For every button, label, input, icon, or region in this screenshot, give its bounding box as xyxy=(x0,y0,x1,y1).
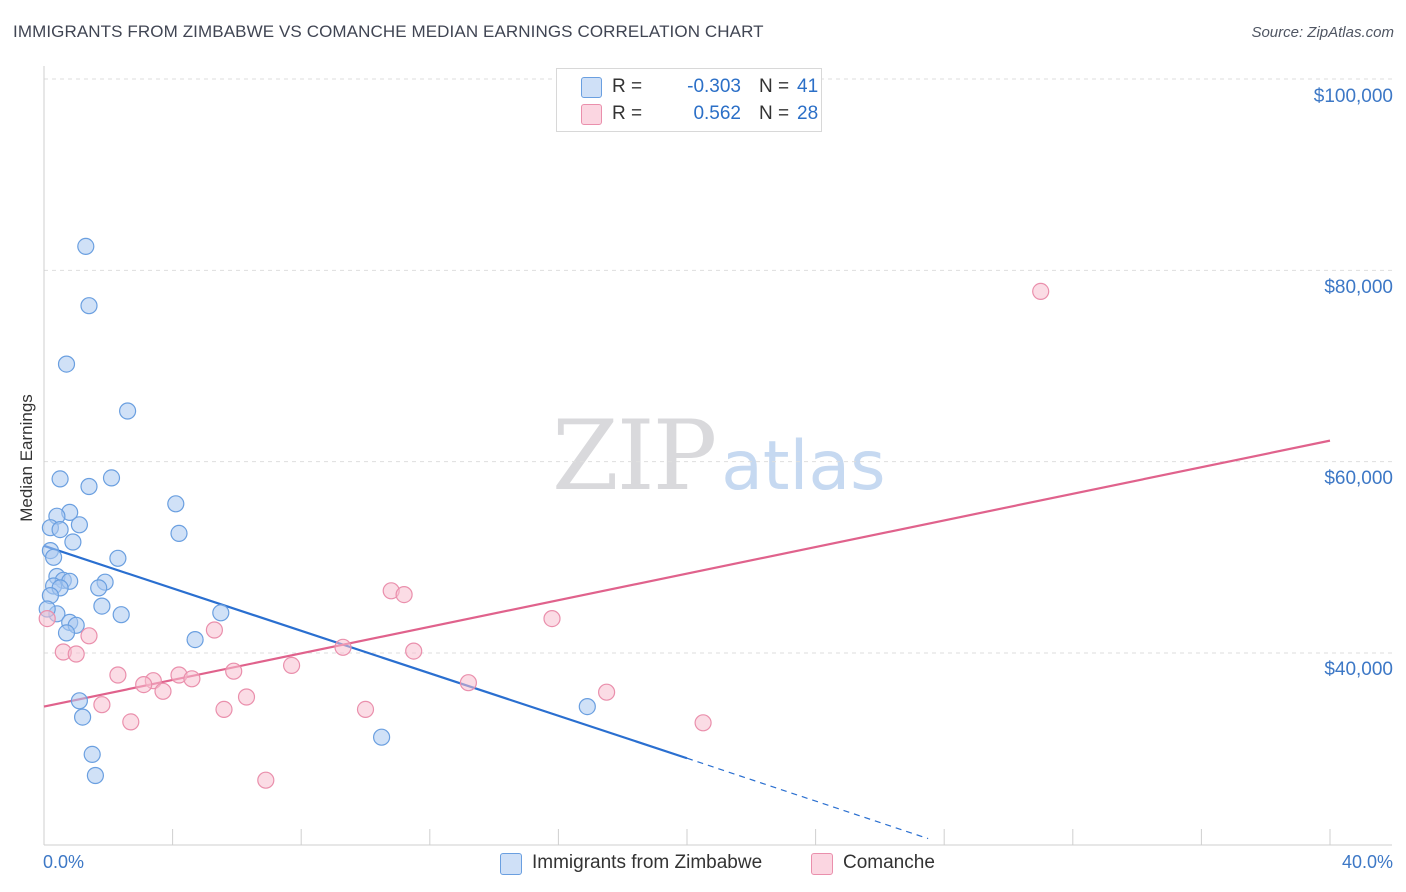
legend-r-label: R = xyxy=(612,103,643,124)
chart-title: IMMIGRANTS FROM ZIMBABWE VS COMANCHE MED… xyxy=(13,22,764,41)
point-comanche-24 xyxy=(356,700,375,719)
y-tick-label-100000: $100,000 xyxy=(1313,86,1393,107)
point-zimbabwe-29 xyxy=(212,604,230,622)
points-layer xyxy=(38,237,1050,789)
point-comanche-21 xyxy=(237,688,256,706)
point-zimbabwe-38 xyxy=(373,728,391,746)
bottom-legend-swatch-comanche xyxy=(811,853,833,875)
point-zimbabwe-24 xyxy=(90,579,108,597)
point-comanche-27 xyxy=(257,771,275,789)
point-comanche-16 xyxy=(183,670,201,688)
point-zimbabwe-16 xyxy=(44,548,63,566)
x-tick-label-max: 40.0% xyxy=(1341,852,1393,872)
point-comanche-17 xyxy=(135,675,153,694)
point-zimbabwe-5 xyxy=(80,477,98,496)
y-tick-label-80000: $80,000 xyxy=(1324,277,1393,298)
bottom-legend-label-zimbabwe: Immigrants from Zimbabwe xyxy=(532,852,763,873)
point-zimbabwe-39 xyxy=(578,697,596,716)
source-label: Source: ZipAtlas.com xyxy=(1251,24,1394,41)
y-tick-label-40000: $40,000 xyxy=(1324,659,1393,680)
point-comanche-26 xyxy=(694,714,712,732)
point-zimbabwe-1 xyxy=(80,297,98,315)
point-zimbabwe-33 xyxy=(186,630,204,649)
trend-line-zimbabwe-extension xyxy=(686,757,929,840)
legend-swatch-zimbabwe xyxy=(581,77,602,98)
bottom-legend-label-comanche: Comanche xyxy=(843,852,935,873)
point-zimbabwe-17 xyxy=(109,549,127,567)
point-comanche-8 xyxy=(405,642,423,660)
point-comanche-5 xyxy=(205,621,223,639)
point-comanche-18 xyxy=(459,674,477,692)
legend-swatch-comanche xyxy=(581,104,602,125)
point-zimbabwe-0 xyxy=(77,237,95,255)
legend-n-value: 28 xyxy=(797,103,819,124)
point-comanche-19 xyxy=(154,682,172,700)
bottom-legend-swatch-zimbabwe xyxy=(500,853,522,875)
legend-r-label: R = xyxy=(612,76,643,97)
legend-n-value: 41 xyxy=(797,76,819,97)
trend-lines xyxy=(43,439,1331,840)
point-zimbabwe-2 xyxy=(57,355,76,373)
point-comanche-7 xyxy=(334,638,352,656)
point-zimbabwe-34 xyxy=(70,692,89,710)
trend-line-zimbabwe xyxy=(43,544,688,760)
point-zimbabwe-6 xyxy=(102,469,121,487)
point-comanche-0 xyxy=(38,609,56,628)
y-tick-label-60000: $60,000 xyxy=(1324,468,1393,489)
point-zimbabwe-37 xyxy=(86,766,105,785)
point-zimbabwe-13 xyxy=(170,524,188,543)
point-comanche-23 xyxy=(215,700,233,719)
bottom-legend-comanche[interactable]: Comanche xyxy=(811,852,951,876)
trend-line-comanche xyxy=(43,439,1331,708)
point-comanche-22 xyxy=(93,696,111,714)
x-tick-label-min: 0.0% xyxy=(43,852,85,872)
point-zimbabwe-32 xyxy=(57,624,76,642)
point-zimbabwe-28 xyxy=(112,606,130,624)
point-zimbabwe-35 xyxy=(73,708,92,726)
point-zimbabwe-10 xyxy=(70,516,89,534)
point-comanche-20 xyxy=(597,683,616,701)
legend-n-label: N = xyxy=(759,103,790,124)
point-zimbabwe-7 xyxy=(167,495,185,513)
legend-r-value: 0.562 xyxy=(693,103,741,124)
point-zimbabwe-36 xyxy=(83,745,101,764)
point-comanche-6 xyxy=(80,627,98,645)
axis-lines xyxy=(43,66,1392,846)
point-comanche-11 xyxy=(283,656,301,675)
point-comanche-10 xyxy=(67,645,85,663)
point-zimbabwe-26 xyxy=(93,597,111,615)
point-zimbabwe-12 xyxy=(51,520,69,539)
correlation-legend: R = -0.303 N = 41 R = 0.562 N = 28 xyxy=(556,68,822,132)
point-comanche-25 xyxy=(122,713,140,731)
bottom-legend-zimbabwe[interactable]: Immigrants from Zimbabwe xyxy=(500,852,790,876)
legend-r-value: -0.303 xyxy=(687,76,741,97)
point-comanche-4 xyxy=(543,609,561,628)
point-zimbabwe-14 xyxy=(64,533,82,551)
legend-n-label: N = xyxy=(759,76,790,97)
point-comanche-1 xyxy=(1032,282,1050,300)
point-comanche-3 xyxy=(395,585,413,604)
point-zimbabwe-3 xyxy=(118,402,137,420)
point-comanche-13 xyxy=(109,666,127,684)
y-axis-label: Median Earnings xyxy=(17,394,36,522)
point-comanche-12 xyxy=(225,662,243,680)
point-zimbabwe-4 xyxy=(51,470,69,488)
